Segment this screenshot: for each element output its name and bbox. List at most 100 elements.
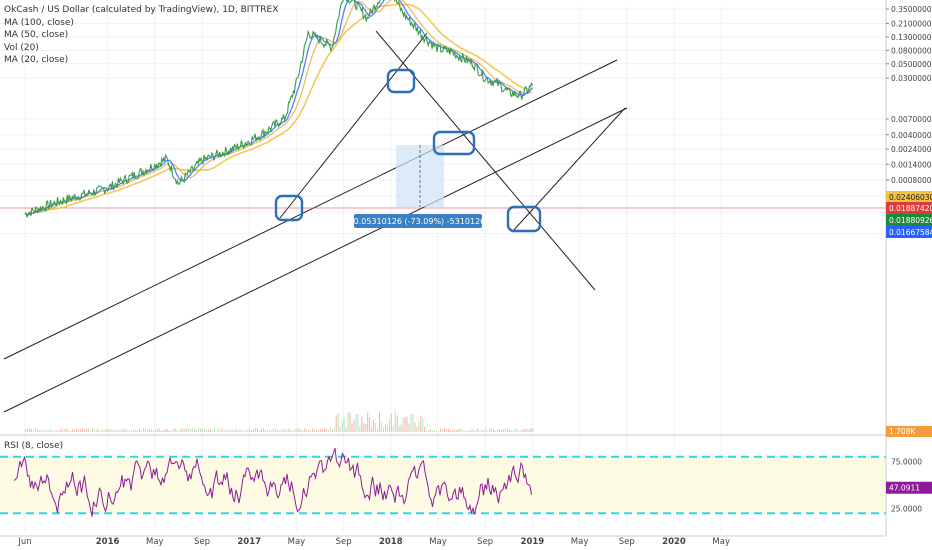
- price-label-bg: [886, 191, 932, 203]
- volume-bar: [272, 429, 274, 432]
- volume-bar: [438, 430, 439, 432]
- volume-bar: [99, 430, 101, 432]
- volume-bar: [160, 430, 162, 432]
- volume-bar: [320, 429, 321, 432]
- rsi-tick-label: 75.0000: [891, 458, 922, 467]
- volume-bar: [479, 430, 481, 432]
- volume-bar: [386, 425, 388, 432]
- volume-bar: [394, 410, 396, 432]
- volume-bar: [227, 429, 229, 432]
- volume-bar: [447, 428, 449, 432]
- volume-bar: [398, 426, 400, 432]
- x-tick-label: 2018: [379, 537, 403, 547]
- volume-bar: [243, 430, 245, 432]
- volume-bar: [420, 415, 422, 432]
- volume-bar: [327, 430, 329, 432]
- x-tick-label: May: [288, 537, 306, 547]
- volume-bar: [489, 428, 491, 432]
- rsi-tick-label: 25.0000: [891, 505, 922, 514]
- volume-bars: [25, 410, 534, 432]
- volume-bar: [473, 429, 475, 432]
- volume-bar: [148, 429, 150, 432]
- volume-bar: [113, 430, 115, 432]
- volume-bar: [422, 418, 424, 432]
- volume-bar: [406, 416, 408, 432]
- volume-bar: [516, 429, 518, 432]
- volume-bar: [314, 430, 316, 432]
- volume-bar: [491, 429, 493, 432]
- volume-bar: [457, 429, 459, 432]
- x-tick-label: 2020: [662, 537, 686, 547]
- legend-ma50: MA (50, close): [4, 30, 69, 40]
- y-tick-label: 0.03000000: [891, 74, 932, 83]
- volume-bar: [306, 429, 308, 432]
- volume-bar: [70, 430, 72, 432]
- volume-bar: [200, 428, 202, 432]
- volume-bar: [26, 428, 28, 432]
- trend-line: [511, 107, 626, 233]
- y-tick-label: 0.13000000: [891, 33, 932, 42]
- volume-bar: [506, 428, 508, 432]
- volume-bar: [205, 429, 207, 432]
- price-label: 0.01887420: [889, 204, 932, 213]
- volume-bar: [528, 429, 530, 432]
- volume-bar: [426, 430, 428, 432]
- volume-bar: [512, 430, 514, 432]
- legend-ma100: MA (100, close): [4, 17, 74, 28]
- y-tick-label: 0.05000000: [891, 60, 932, 69]
- volume-bar: [280, 429, 282, 432]
- volume-bar: [257, 428, 259, 432]
- volume-bar: [487, 430, 489, 432]
- volume-bar: [355, 413, 357, 432]
- volume-bar: [514, 428, 516, 432]
- volume-bar: [308, 429, 310, 432]
- volume-bar: [467, 430, 469, 432]
- volume-bar: [451, 430, 453, 432]
- volume-bar: [310, 430, 312, 432]
- volume-bar: [335, 415, 337, 432]
- volume-bar: [298, 428, 300, 432]
- highlight-box: [432, 130, 476, 156]
- volume-bar: [95, 428, 97, 432]
- volume-bar: [62, 429, 64, 432]
- volume-bar: [93, 430, 95, 432]
- volume-bar: [388, 418, 390, 432]
- volume-bar: [495, 430, 497, 432]
- volume-bar: [223, 430, 225, 432]
- volume-bar: [264, 429, 266, 432]
- volume-bar: [162, 430, 164, 432]
- volume-bar: [36, 429, 38, 432]
- volume-bar: [323, 428, 325, 432]
- volume-bar: [30, 428, 32, 432]
- volume-bar: [270, 430, 272, 432]
- volume-bar: [60, 428, 62, 432]
- volume-bar: [284, 429, 286, 432]
- volume-bar: [278, 430, 280, 432]
- volume-bar: [500, 430, 502, 432]
- volume-bar: [170, 430, 172, 432]
- volume-bar: [103, 430, 105, 432]
- trend-line: [3, 59, 618, 360]
- volume-bar: [207, 429, 209, 432]
- volume-bar: [312, 428, 314, 432]
- volume-bar: [333, 427, 335, 432]
- volume-bar: [176, 430, 178, 432]
- volume-bar: [196, 430, 198, 432]
- volume-bar: [32, 430, 34, 432]
- volume-bar: [150, 429, 152, 432]
- volume-bar: [211, 430, 213, 432]
- volume-bar: [302, 430, 304, 432]
- volume-bar: [522, 429, 524, 432]
- legend-ma20: MA (20, close): [4, 55, 69, 65]
- y-tick-label: 0.00700000: [891, 115, 932, 124]
- volume-bar: [247, 429, 249, 432]
- volume-bar: [111, 428, 113, 432]
- volume-bar: [174, 428, 176, 432]
- volume-bar: [237, 430, 239, 432]
- y-tick-label: 0.00240000: [891, 145, 932, 154]
- volume-bar: [288, 428, 290, 432]
- volume-bar: [498, 429, 500, 432]
- volume-bar: [253, 429, 255, 432]
- volume-bar: [396, 415, 398, 432]
- ma-20-line: [24, 0, 533, 216]
